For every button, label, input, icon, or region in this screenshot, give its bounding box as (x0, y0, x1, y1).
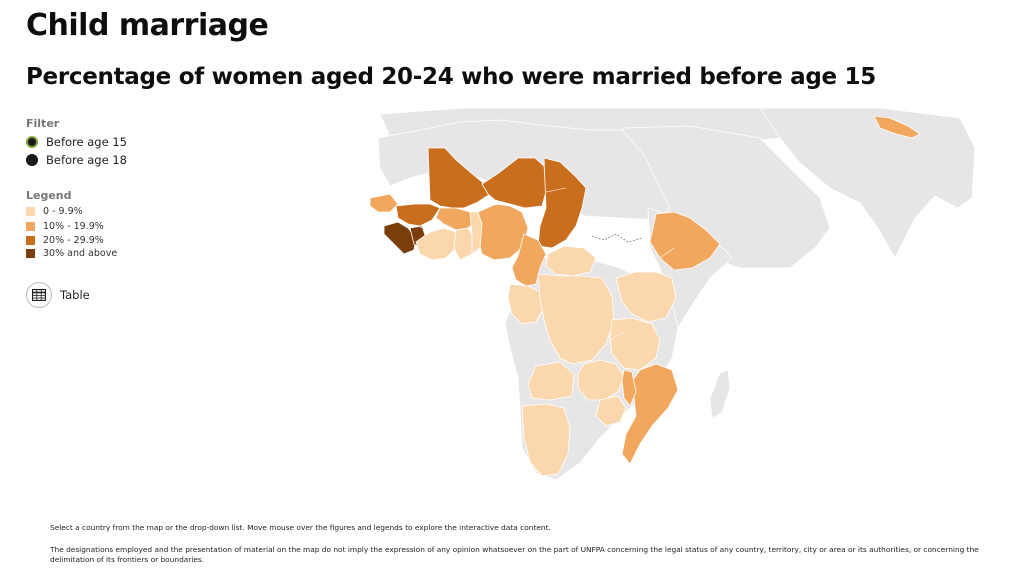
country-ethiopia[interactable] (649, 211, 721, 271)
country-nepal[interactable] (873, 115, 921, 139)
legend-swatch (26, 236, 35, 245)
map-disclaimer: The designations employed and the presen… (50, 545, 979, 564)
country-benin-togo[interactable] (469, 211, 483, 255)
africa-choropleth-map[interactable] (360, 108, 976, 480)
country-tanzania[interactable] (609, 317, 661, 371)
map-borders-detail (419, 187, 675, 341)
country-car[interactable] (545, 245, 597, 277)
country-mozambique[interactable] (621, 363, 679, 465)
legend-item-30-plus[interactable]: 30% and above (26, 248, 117, 259)
filter-option-before-15[interactable]: Before age 15 (26, 135, 127, 149)
legend-label: 10% - 19.9% (43, 221, 104, 232)
country-gabon-congo[interactable] (507, 283, 545, 325)
legend-heading: Legend (26, 189, 72, 202)
filter-option-label: Before age 15 (46, 135, 127, 149)
country-cameroon[interactable] (511, 233, 547, 287)
country-angola[interactable] (527, 361, 575, 401)
filter-option-label: Before age 18 (46, 153, 127, 167)
legend-label: 20% - 29.9% (43, 235, 104, 246)
landmass-south-asia (759, 108, 976, 259)
filter-option-before-18[interactable]: Before age 18 (26, 153, 127, 167)
country-malawi[interactable] (621, 369, 637, 407)
country-mali[interactable] (427, 147, 491, 209)
country-drc[interactable] (537, 273, 615, 365)
country-namibia[interactable] (521, 403, 571, 477)
legend-item-20-29[interactable]: 20% - 29.9% (26, 235, 104, 246)
country-chad[interactable] (537, 157, 587, 249)
radio-selected-icon[interactable] (26, 136, 38, 148)
table-button-label: Table (60, 288, 90, 302)
map-subtitle: Percentage of women aged 20-24 who were … (26, 64, 876, 90)
legend-label: 30% and above (43, 248, 118, 259)
country-guinea-bissau[interactable] (383, 221, 417, 255)
country-guinea[interactable] (395, 203, 441, 227)
legend-swatch (26, 207, 35, 216)
table-icon[interactable] (26, 282, 52, 308)
legend-label: 0 - 9.9% (43, 206, 83, 217)
legend-item-10-19[interactable]: 10% - 19.9% (26, 221, 104, 232)
legend-swatch (26, 222, 35, 231)
country-senegal[interactable] (369, 193, 399, 213)
radio-unselected-icon[interactable] (26, 154, 38, 166)
country-niger[interactable] (481, 157, 547, 209)
filter-heading: Filter (26, 117, 60, 130)
landmass-madagascar (709, 369, 731, 419)
country-zambia[interactable] (577, 359, 625, 401)
map-instruction: Select a country from the map or the dro… (50, 523, 551, 532)
country-zimbabwe[interactable] (595, 395, 627, 427)
legend-swatch (26, 249, 35, 258)
country-ghana[interactable] (453, 227, 475, 261)
country-uganda-kenya[interactable] (615, 271, 677, 323)
table-button[interactable]: Table (26, 282, 90, 308)
page-title: Child marriage (26, 8, 269, 43)
legend-item-0-9[interactable]: 0 - 9.9% (26, 206, 83, 217)
disputed-border-line (591, 233, 643, 243)
